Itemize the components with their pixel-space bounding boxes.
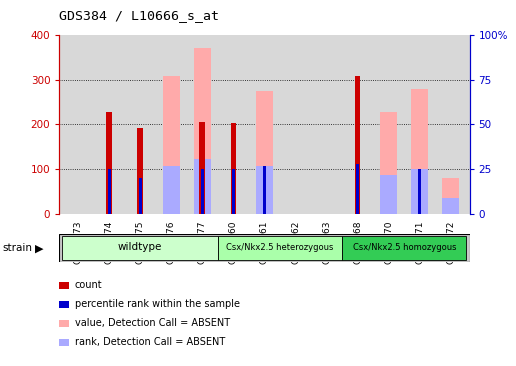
Bar [263,166,266,214]
Bar [356,164,359,214]
Text: rank, Detection Call = ABSENT: rank, Detection Call = ABSENT [75,337,225,347]
Bar [232,169,235,214]
Bar [107,169,110,214]
Text: Csx/Nkx2.5 homozygous: Csx/Nkx2.5 homozygous [352,243,456,252]
Bar [194,48,211,214]
Bar [256,166,273,214]
Bar [201,169,204,214]
Bar [194,158,211,214]
Bar [163,75,180,214]
FancyBboxPatch shape [342,236,466,260]
FancyBboxPatch shape [62,236,218,260]
Bar [380,112,397,214]
Text: percentile rank within the sample: percentile rank within the sample [75,299,240,309]
Text: count: count [75,280,103,290]
Text: GDS384 / L10666_s_at: GDS384 / L10666_s_at [59,9,219,22]
Text: strain: strain [3,243,33,253]
Bar [137,128,143,214]
Bar [418,169,422,214]
Bar [139,178,142,214]
Bar [256,91,273,214]
Text: Csx/Nkx2.5 heterozygous: Csx/Nkx2.5 heterozygous [227,243,334,252]
Bar [231,123,236,214]
Bar [411,89,428,214]
Bar [411,169,428,214]
Bar [163,166,180,214]
Text: ▶: ▶ [35,243,43,253]
Bar [106,112,112,214]
FancyBboxPatch shape [218,236,342,260]
Bar [355,75,361,214]
FancyBboxPatch shape [59,234,470,262]
Text: value, Detection Call = ABSENT: value, Detection Call = ABSENT [75,318,230,328]
Bar [442,198,459,214]
Bar [442,178,459,214]
Bar [380,175,397,214]
Text: wildtype: wildtype [118,242,163,253]
Bar [200,122,205,214]
